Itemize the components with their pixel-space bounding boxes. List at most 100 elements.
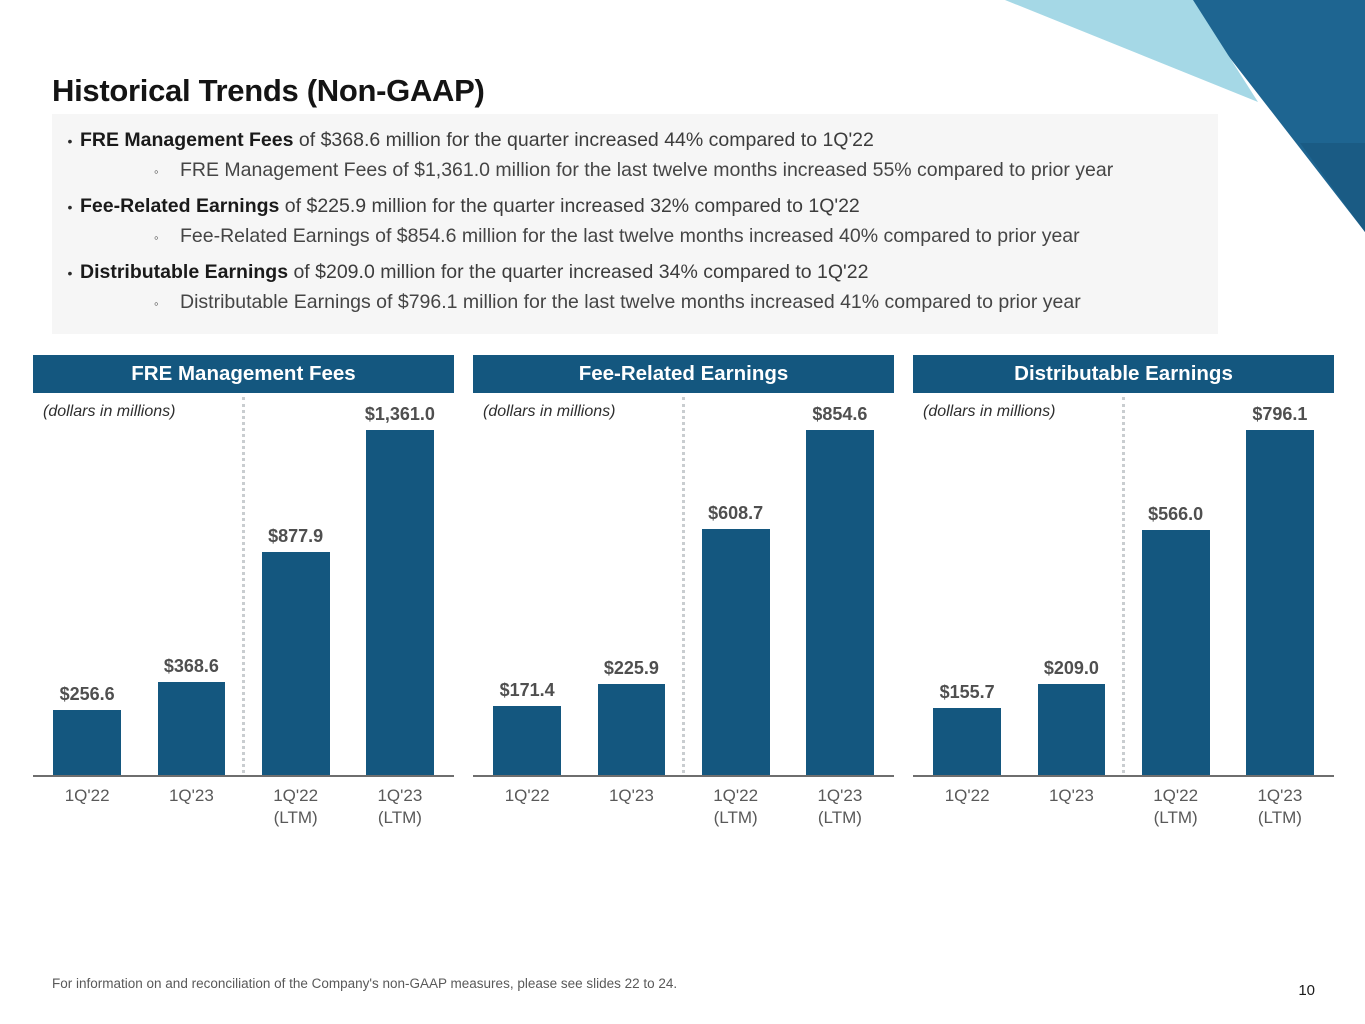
chart-units-note: (dollars in millions) bbox=[923, 403, 1056, 420]
bar-column: $155.7 bbox=[915, 682, 1019, 775]
corner-dark-triangle bbox=[1185, 0, 1365, 232]
chart-units-note: (dollars in millions) bbox=[483, 403, 616, 420]
corner-facet-triangle bbox=[1300, 143, 1365, 232]
bullet-sub-line: ◦ FRE Management Fees of $1,361.0 millio… bbox=[52, 156, 1218, 186]
bullet-marker-icon: • bbox=[67, 265, 73, 281]
bullet-main-line: • FRE Management Fees of $368.6 million … bbox=[52, 126, 1218, 155]
bullet-main-line: • Fee-Related Earnings of $225.9 million… bbox=[52, 192, 1218, 221]
bullet-rest-text: of $209.0 million for the quarter increa… bbox=[288, 261, 869, 283]
bar-column: $796.1 bbox=[1228, 404, 1332, 775]
sub-bullet-marker-icon: ◦ bbox=[154, 230, 159, 245]
chart-x-tick-labels: 1Q'22 1Q'23 1Q'22 (LTM) 1Q'23 (LTM) bbox=[33, 785, 454, 829]
chart-x-tick-labels: 1Q'22 1Q'23 1Q'22 (LTM) 1Q'23 (LTM) bbox=[473, 785, 894, 829]
summary-bullets-panel: • FRE Management Fees of $368.6 million … bbox=[52, 114, 1218, 334]
bar-value-label: $209.0 bbox=[1043, 658, 1099, 678]
bar-value-label: $854.6 bbox=[812, 404, 868, 424]
bar bbox=[261, 552, 330, 775]
bullet-sub-line: ◦ Distributable Earnings of $796.1 milli… bbox=[52, 288, 1218, 318]
x-tick-label: 1Q'23 bbox=[168, 786, 214, 805]
chart-body: (dollars in millions) $155.7 $209.0 $566.0… bbox=[913, 393, 1334, 838]
bullet-rest-text: of $368.6 million for the quarter increa… bbox=[293, 129, 874, 151]
x-tick-label: 1Q'22 (LTM) bbox=[713, 786, 759, 827]
sub-bullet-marker-icon: ◦ bbox=[154, 164, 159, 179]
chart-plot: $171.4 $225.9 $608.7 $854.6 bbox=[473, 393, 894, 775]
x-tick-label: 1Q'23 bbox=[1048, 786, 1094, 805]
bullet-marker-icon: • bbox=[67, 199, 73, 215]
bar-value-label: $796.1 bbox=[1252, 404, 1308, 424]
bullet-fee-related-earnings: • Fee-Related Earnings of $225.9 million… bbox=[52, 192, 1218, 252]
bar bbox=[806, 430, 874, 775]
bar bbox=[53, 710, 121, 775]
page-number: 10 bbox=[1298, 982, 1315, 999]
x-tick-label: 1Q'23 (LTM) bbox=[817, 786, 863, 827]
chart-body: (dollars in millions) $171.4 $225.9 $608.7… bbox=[473, 393, 894, 838]
bar bbox=[597, 684, 666, 775]
bullet-distributable-earnings: • Distributable Earnings of $209.0 milli… bbox=[52, 258, 1218, 318]
bar-value-label: $256.6 bbox=[59, 684, 115, 704]
bar-value-label: $1,361.0 bbox=[364, 404, 435, 424]
chart-units-note: (dollars in millions) bbox=[43, 403, 176, 420]
bullet-lead-text: FRE Management Fees bbox=[80, 129, 294, 151]
corner-accent-graphic bbox=[1005, 0, 1365, 232]
chart-x-tick-labels: 1Q'22 1Q'23 1Q'22 (LTM) 1Q'23 (LTM) bbox=[913, 785, 1334, 829]
bar-value-label: $171.4 bbox=[499, 680, 555, 700]
bullet-text: Fee-Related Earnings of $225.9 million f… bbox=[80, 192, 860, 220]
bullet-rest-text: of $225.9 million for the quarter increa… bbox=[279, 195, 860, 217]
chart-divider-dotted-line bbox=[241, 397, 245, 773]
bullet-text: FRE Management Fees of $368.6 million fo… bbox=[80, 126, 874, 154]
bar-value-label: $155.7 bbox=[939, 682, 995, 702]
x-tick-label: 1Q'22 (LTM) bbox=[1153, 786, 1199, 827]
chart-divider-dotted-line bbox=[681, 397, 685, 773]
page-title: Historical Trends (Non-GAAP) bbox=[52, 72, 485, 108]
bar-column: $877.9 bbox=[244, 526, 348, 775]
sub-bullet-text: FRE Management Fees of $1,361.0 million … bbox=[180, 159, 1114, 181]
chart-panel-fre-management-fees: FRE Management Fees (dollars in millions… bbox=[33, 355, 454, 845]
bar-value-label: $608.7 bbox=[708, 503, 764, 523]
chart-x-axis-line bbox=[913, 775, 1334, 777]
x-tick-label: 1Q'23 (LTM) bbox=[1257, 786, 1303, 827]
chart-panel-distributable-earnings: Distributable Earnings (dollars in milli… bbox=[913, 355, 1334, 845]
bar bbox=[366, 430, 434, 775]
chart-title: Fee-Related Earnings bbox=[473, 355, 894, 393]
bar bbox=[1246, 430, 1314, 775]
bar-value-label: $877.9 bbox=[268, 526, 324, 546]
bar-column: $854.6 bbox=[788, 404, 892, 775]
chart-x-axis-line bbox=[473, 775, 894, 777]
sub-bullet-text: Distributable Earnings of $796.1 million… bbox=[180, 291, 1081, 313]
bullet-fre-management-fees: • FRE Management Fees of $368.6 million … bbox=[52, 126, 1218, 186]
bar-value-label: $225.9 bbox=[603, 658, 659, 678]
bar-column: $171.4 bbox=[475, 680, 579, 775]
bar-column: $225.9 bbox=[579, 658, 683, 775]
bar bbox=[933, 708, 1001, 775]
chart-body: (dollars in millions) $256.6 $368.6 $877.9… bbox=[33, 393, 454, 838]
chart-divider-dotted-line bbox=[1121, 397, 1125, 773]
chart-plot: $155.7 $209.0 $566.0 $796.1 bbox=[913, 393, 1334, 775]
chart-panel-fee-related-earnings: Fee-Related Earnings (dollars in million… bbox=[473, 355, 894, 845]
bar bbox=[1037, 684, 1106, 775]
bar bbox=[157, 682, 226, 775]
bar bbox=[1141, 530, 1210, 775]
sub-bullet-marker-icon: ◦ bbox=[154, 296, 159, 311]
bullet-marker-icon: • bbox=[67, 133, 73, 149]
bullet-lead-text: Distributable Earnings bbox=[80, 261, 289, 283]
x-tick-label: 1Q'22 bbox=[944, 786, 990, 805]
corner-light-triangle bbox=[1005, 0, 1258, 102]
bar-column: $368.6 bbox=[139, 656, 243, 775]
bullet-text: Distributable Earnings of $209.0 million… bbox=[80, 258, 868, 286]
chart-title: FRE Management Fees bbox=[33, 355, 454, 393]
bar-value-label: $566.0 bbox=[1148, 504, 1204, 524]
x-tick-label: 1Q'22 bbox=[504, 786, 550, 805]
bullet-sub-line: ◦ Fee-Related Earnings of $854.6 million… bbox=[52, 222, 1218, 252]
footnote: For information on and reconciliation of… bbox=[52, 976, 678, 991]
chart-title: Distributable Earnings bbox=[913, 355, 1334, 393]
bar bbox=[493, 706, 561, 775]
x-tick-label: 1Q'22 bbox=[64, 786, 110, 805]
bullet-lead-text: Fee-Related Earnings bbox=[80, 195, 280, 217]
chart-plot: $256.6 $368.6 $877.9 $1,361.0 bbox=[33, 393, 454, 775]
charts-row: FRE Management Fees (dollars in millions… bbox=[33, 355, 1334, 845]
bar-column: $1,361.0 bbox=[348, 404, 452, 775]
bullet-main-line: • Distributable Earnings of $209.0 milli… bbox=[52, 258, 1218, 287]
x-tick-label: 1Q'22 (LTM) bbox=[273, 786, 319, 827]
bar-value-label: $368.6 bbox=[163, 656, 219, 676]
